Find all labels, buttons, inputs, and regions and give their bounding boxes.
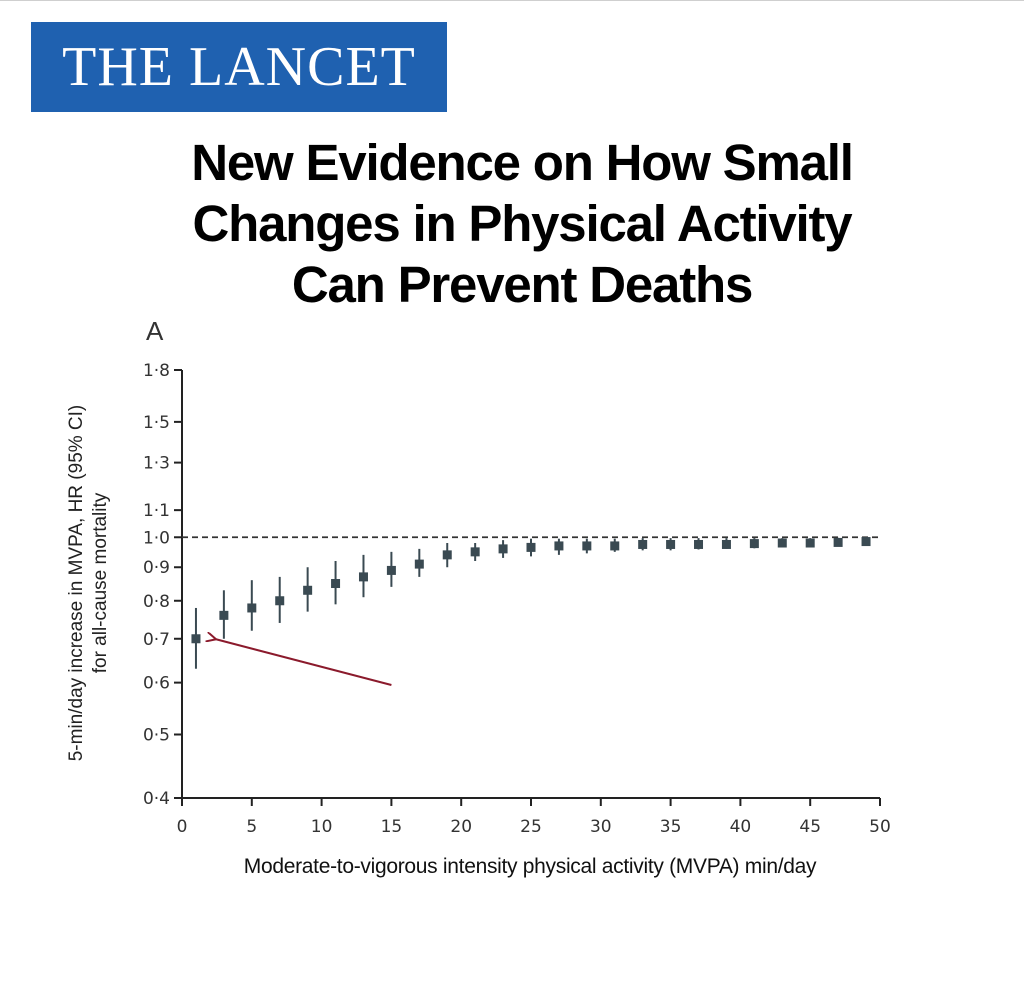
y-tick-label: 0·6	[143, 674, 170, 694]
y-tick-label: 1·1	[143, 501, 170, 521]
hr-point	[527, 543, 536, 552]
x-tick-label: 25	[520, 817, 542, 837]
hr-point	[638, 540, 647, 549]
y-tick-label: 0·5	[143, 726, 170, 746]
x-tick-label: 5	[246, 817, 257, 837]
hr-point	[359, 572, 368, 581]
hr-point	[191, 634, 200, 643]
x-tick-label: 10	[311, 817, 333, 837]
y-tick-label: 1·0	[143, 528, 170, 548]
annotation-arrow	[214, 639, 391, 685]
x-tick-label: 30	[590, 817, 612, 837]
x-tick-label: 45	[799, 817, 821, 837]
hr-point	[415, 560, 424, 569]
x-tick-label: 15	[381, 817, 403, 837]
hazard-ratio-chart: 0·4 0·5 0·6 0·7 0·8 0·9 1·0 1·1 1·3 1·5 1·8 0 5 10 15 2…	[0, 0, 1024, 986]
x-tick-label: 20	[450, 817, 472, 837]
y-tick-label: 0·8	[143, 592, 170, 612]
x-tick-label: 40	[730, 817, 752, 837]
x-tick-label: 50	[869, 817, 891, 837]
hr-point	[387, 566, 396, 575]
hr-point	[722, 540, 731, 549]
hr-point	[275, 596, 284, 605]
y-tick-label: 0·9	[143, 558, 170, 578]
y-tick-label: 0·7	[143, 630, 170, 650]
hr-point	[331, 579, 340, 588]
y-tick-label: 1·3	[143, 454, 170, 474]
hr-point	[694, 540, 703, 549]
x-tick-label: 0	[177, 817, 188, 837]
y-tick-label: 1·8	[143, 361, 170, 381]
hr-point	[247, 603, 256, 612]
y-tick-label: 1·5	[143, 413, 170, 433]
hr-point	[778, 539, 787, 548]
hr-point	[554, 541, 563, 550]
hr-point	[499, 544, 508, 553]
hr-point	[750, 539, 759, 548]
hr-point	[666, 540, 675, 549]
hr-point	[610, 541, 619, 550]
hr-point	[862, 537, 871, 546]
hr-point	[806, 539, 815, 548]
hr-point	[582, 541, 591, 550]
hr-point	[443, 550, 452, 559]
hr-point	[219, 611, 228, 620]
hr-point	[834, 538, 843, 547]
hr-point	[303, 586, 312, 595]
x-tick-label: 35	[660, 817, 682, 837]
hr-point	[471, 547, 480, 556]
y-tick-label: 0·4	[143, 789, 170, 809]
